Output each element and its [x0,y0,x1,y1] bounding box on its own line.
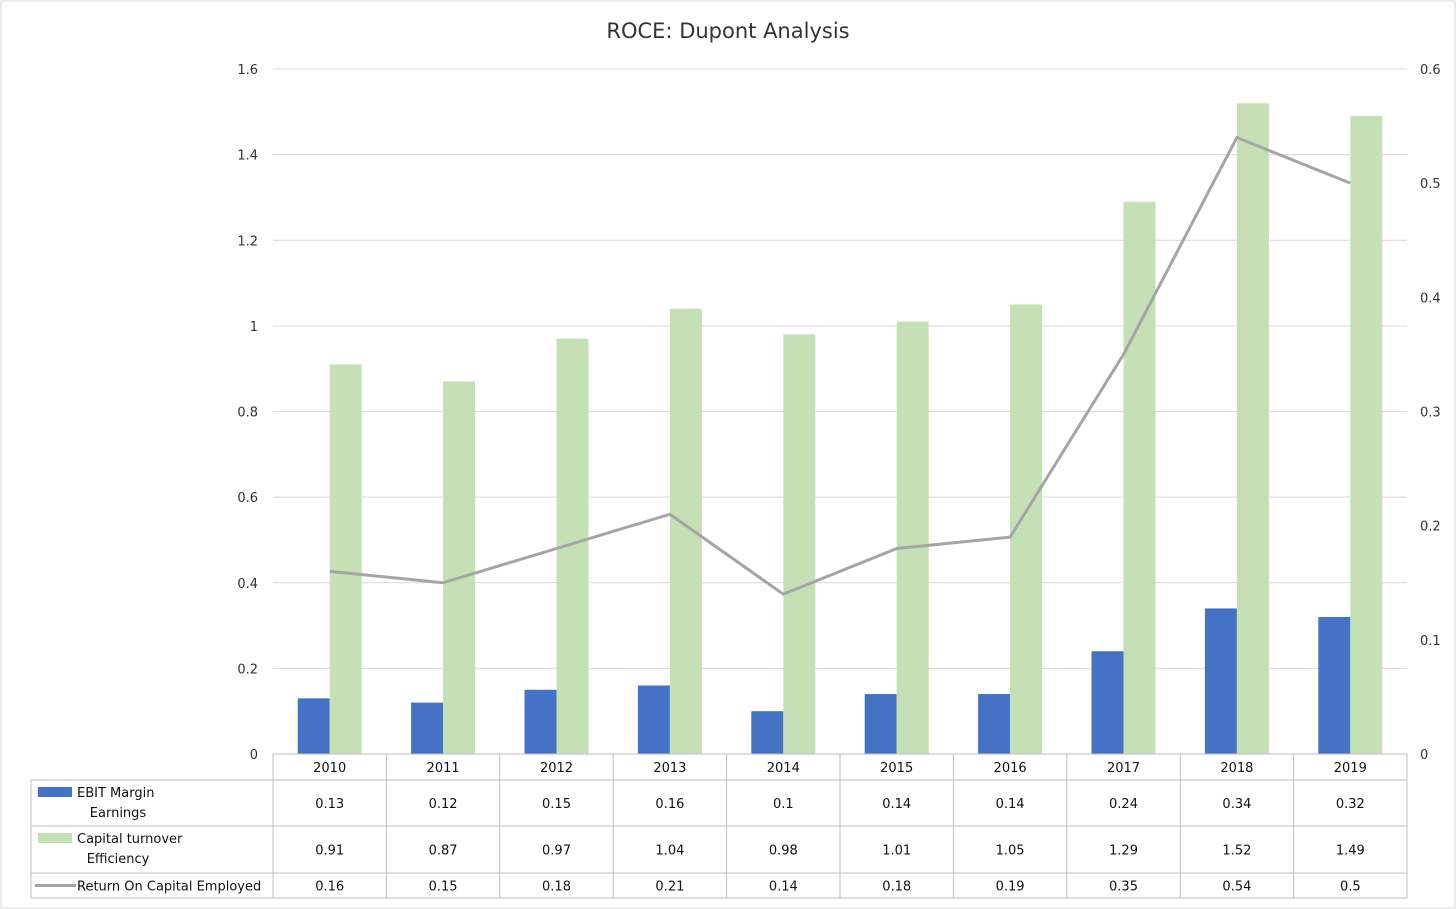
legend-label: EBIT Margin [77,786,154,801]
table-cell: 1.52 [1222,844,1251,859]
table-cell: 0.18 [542,880,571,895]
right-axis-ticks: 0 0.1 0.2 0.3 0.4 0.5 0.6 [1420,63,1441,763]
roce-line [329,136,1351,596]
bar-ebit-margin-2015 [864,694,897,754]
table-cell: 1.49 [1336,844,1365,859]
right-tick-label: 0.4 [1420,291,1441,306]
table-cell: 0.21 [655,880,684,895]
table-cell: 1.04 [655,844,684,859]
left-tick-label: 0 [250,748,258,763]
category-label-2013: 2013 [653,761,686,776]
table-cell: 0.24 [1109,797,1138,812]
category-label-2010: 2010 [313,761,346,776]
bar-capital-turnover-2017 [1123,201,1156,754]
table-cell: 0.15 [429,880,458,895]
chart-title: ROCE: Dupont Analysis [606,19,849,43]
category-label-2017: 2017 [1107,761,1140,776]
legend-sublabel: Efficiency [87,852,150,867]
table-cell: 0.16 [315,880,344,895]
bar-ebit-margin-2014 [751,711,784,754]
left-tick-label: 0.6 [237,491,258,506]
left-tick-label: 0.8 [237,406,258,421]
legend-key-capital-turnover [38,833,72,843]
table-cell: 1.29 [1109,844,1138,859]
category-label-2018: 2018 [1220,761,1253,776]
bar-capital-turnover-2019 [1350,116,1383,754]
right-tick-label: 0.6 [1420,63,1441,78]
bar-capital-turnover-2018 [1236,103,1269,754]
table-cell: 0.12 [429,797,458,812]
table-cell: 0.32 [1336,797,1365,812]
bar-ebit-margin-2016 [978,694,1011,754]
bar-ebit-margin-2017 [1091,651,1124,754]
bar-capital-turnover-2013 [669,308,702,754]
left-tick-label: 1 [250,320,258,335]
table-cell: 0.98 [769,844,798,859]
category-label-2014: 2014 [767,761,800,776]
table-cell: 0.14 [769,880,798,895]
table-cell: 0.34 [1222,797,1251,812]
category-label-2019: 2019 [1334,761,1367,776]
table-cell: 0.1 [773,797,794,812]
table-cell: 0.15 [542,797,571,812]
left-tick-label: 1.4 [237,149,258,164]
category-label-2012: 2012 [540,761,573,776]
bar-capital-turnover-2015 [896,321,929,754]
right-tick-label: 0 [1420,748,1428,763]
table-cell: 0.54 [1222,880,1251,895]
left-tick-label: 0.4 [237,577,258,592]
left-tick-label: 0.2 [237,662,258,677]
table-cell: 0.35 [1109,880,1138,895]
bar-ebit-margin-2010 [297,698,330,754]
category-label-2016: 2016 [994,761,1027,776]
table-cell: 0.19 [996,880,1025,895]
line-series [329,136,1351,596]
table-cell: 0.16 [655,797,684,812]
legend-sublabel: Earnings [90,806,147,821]
bar-capital-turnover-2014 [783,334,816,754]
table-cell: 0.91 [315,844,344,859]
category-label-2011: 2011 [427,761,460,776]
category-label-2015: 2015 [880,761,913,776]
bar-ebit-margin-2013 [637,685,670,754]
table-cell: 0.14 [882,797,911,812]
bar-ebit-margin-2011 [411,702,444,754]
legend-label: Capital turnover [77,832,183,847]
bar-capital-turnover-2010 [329,364,362,754]
left-axis-ticks: 0 0.2 0.4 0.6 0.8 1 1.2 1.4 1.6 [237,63,258,763]
table-cell: 0.97 [542,844,571,859]
left-tick-label: 1.6 [237,63,258,78]
right-tick-label: 0.2 [1420,520,1441,535]
left-tick-label: 1.2 [237,234,258,249]
table-cell: 0.13 [315,797,344,812]
table-cell: 1.01 [882,844,911,859]
right-tick-label: 0.3 [1420,406,1441,421]
bar-ebit-margin-2019 [1318,617,1351,754]
table-cell: 0.18 [882,880,911,895]
right-tick-label: 0.5 [1420,177,1441,192]
legend-key-ebit-margin [38,787,72,797]
right-tick-label: 0.1 [1420,634,1441,649]
bar-ebit-margin-2012 [524,689,557,754]
table-cell: 1.05 [996,844,1025,859]
table-cell: 0.14 [996,797,1025,812]
data-table: 2010 2011 2012 2013 2014 2015 2016 2017 2018 2019… [30,753,1408,899]
table-cell: 0.5 [1340,880,1361,895]
legend-label: Return On Capital Employed [77,880,261,895]
bar-ebit-margin-2018 [1204,608,1237,754]
table-cell: 0.87 [429,844,458,859]
bar-capital-turnover-2011 [443,381,476,754]
